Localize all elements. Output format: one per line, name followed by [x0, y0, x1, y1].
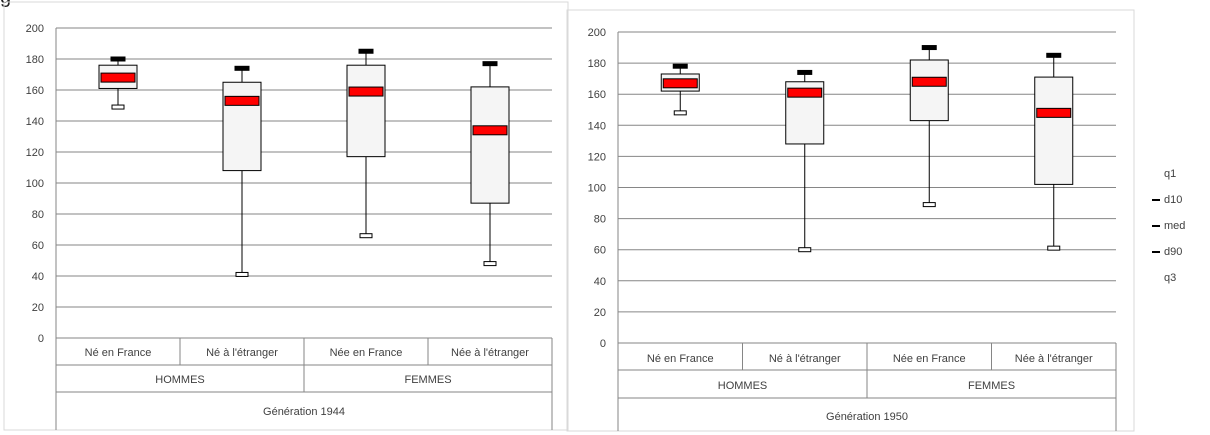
- category-label: Né en France: [85, 347, 152, 359]
- d90-marker: [672, 63, 688, 69]
- median-marker: [472, 125, 508, 136]
- d90-marker: [358, 48, 374, 54]
- median-marker: [224, 95, 260, 106]
- d90-marker: [797, 69, 813, 75]
- y-tick-label: 140: [26, 116, 44, 128]
- y-tick-label: 60: [594, 245, 606, 257]
- median-marker: [348, 86, 384, 97]
- y-tick-label: 200: [588, 27, 606, 39]
- y-tick-label: 200: [26, 23, 44, 35]
- chart-panel-2: 0 20 40 60 80 100 120 140 160 180 200 Né en France N…: [566, 9, 1135, 432]
- y-tick-label: 140: [588, 120, 606, 132]
- y-tick-label: 40: [594, 276, 606, 288]
- box-q1-q3: [470, 86, 510, 204]
- legend-label: d10: [1164, 194, 1183, 206]
- y-tick-label: 160: [26, 85, 44, 97]
- group-label: HOMMES: [718, 380, 768, 392]
- box-q1-q3: [222, 81, 262, 172]
- d90-marker: [482, 61, 498, 67]
- d10-marker: [922, 202, 936, 208]
- y-tick-label: 80: [32, 209, 44, 221]
- category-label: Née en France: [330, 347, 403, 359]
- category-label: Née à l'étranger: [1015, 353, 1093, 365]
- y-tick-label: 160: [588, 89, 606, 101]
- box-q1-q3: [346, 64, 386, 158]
- d10-marker: [798, 247, 812, 253]
- box-q1-q3: [909, 59, 949, 122]
- box-q1-q3: [1034, 76, 1074, 185]
- y-tick-label: 0: [38, 333, 44, 345]
- d10-marker: [483, 261, 497, 267]
- category-label: Né à l'étranger: [206, 347, 278, 359]
- chart-panel-1: 0 20 40 60 80 100 120 140 160 180 200 Né en France N…: [3, 1, 569, 431]
- y-tick-label: 100: [588, 183, 606, 195]
- legend-item-q1: q1: [1152, 166, 1185, 192]
- header-fragment: g: [0, 0, 11, 9]
- y-tick-label: 120: [588, 151, 606, 163]
- y-tick-label: 0: [600, 338, 606, 350]
- legend-label: med: [1164, 220, 1186, 232]
- y-tick-label: 20: [594, 307, 606, 319]
- legend-label: q1: [1164, 168, 1177, 180]
- legend-label: q3: [1164, 272, 1177, 284]
- y-tick-label: 20: [32, 302, 44, 314]
- y-tick-label: 40: [32, 271, 44, 283]
- median-marker: [1036, 107, 1072, 118]
- median-marker: [787, 87, 823, 98]
- d10-marker: [1047, 245, 1061, 251]
- legend-marker: [1152, 199, 1160, 202]
- median-marker: [662, 78, 698, 89]
- category-label: Né en France: [647, 353, 714, 365]
- d10-marker: [673, 110, 687, 116]
- y-tick-label: 80: [594, 214, 606, 226]
- d90-marker: [234, 65, 250, 71]
- y-tick-label: 100: [26, 178, 44, 190]
- d90-marker: [1046, 52, 1062, 58]
- y-tick-label: 60: [32, 240, 44, 252]
- d90-marker: [110, 56, 126, 62]
- category-label: Née en France: [893, 353, 966, 365]
- group-label: FEMMES: [968, 380, 1015, 392]
- median-marker: [100, 72, 136, 83]
- d10-marker: [111, 104, 125, 110]
- legend-label: d90: [1164, 246, 1183, 258]
- category-label: Né à l'étranger: [769, 353, 841, 365]
- legend-item-d10: d10: [1152, 192, 1185, 218]
- category-label: Née à l'étranger: [451, 347, 529, 359]
- legend-item-q3: q3: [1152, 270, 1185, 296]
- panel-border: [566, 9, 1135, 432]
- median-marker: [911, 76, 947, 87]
- legend-item-med: med: [1152, 218, 1185, 244]
- generation-label: Génération 1950: [826, 411, 908, 423]
- chart-legend: q1 d10 med d90 q3: [1152, 166, 1185, 296]
- legend-marker: [1152, 251, 1160, 254]
- y-tick-label: 180: [26, 54, 44, 66]
- d10-marker: [235, 271, 249, 277]
- legend-item-d90: d90: [1152, 244, 1185, 270]
- panel-border: [3, 1, 569, 431]
- y-tick-label: 180: [588, 58, 606, 70]
- group-label: FEMMES: [404, 374, 451, 386]
- group-label: HOMMES: [155, 374, 205, 386]
- d90-marker: [921, 45, 937, 51]
- d10-marker: [359, 233, 373, 239]
- y-tick-label: 120: [26, 147, 44, 159]
- legend-marker: [1152, 225, 1160, 228]
- generation-label: Génération 1944: [263, 406, 345, 418]
